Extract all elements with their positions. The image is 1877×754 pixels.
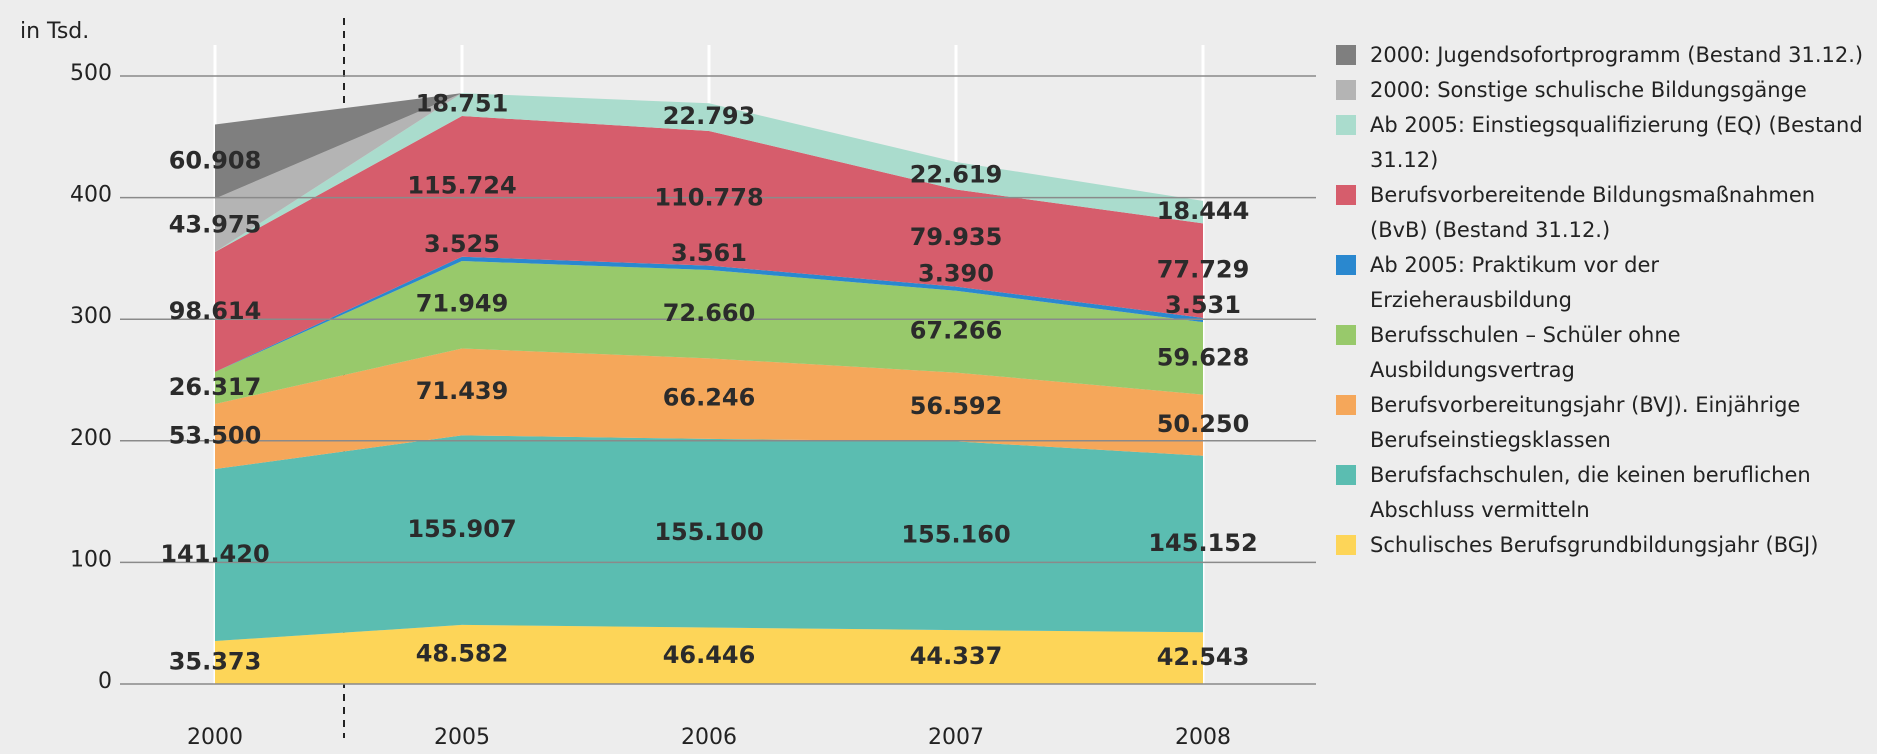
value-label: 71.439: [416, 377, 509, 405]
value-label: 145.152: [1148, 529, 1257, 557]
area: [215, 348, 1203, 470]
value-label: 3.531: [1165, 291, 1241, 319]
value-label: 43.975: [169, 210, 262, 238]
value-label: 18.444: [1157, 197, 1250, 225]
value-label: 44.337: [910, 642, 1003, 670]
legend-swatch: [1336, 80, 1356, 100]
legend-swatch: [1336, 255, 1356, 275]
area: [215, 435, 1203, 641]
value-label: 71.949: [416, 290, 509, 318]
area: [215, 624, 1203, 684]
y-tick-label: 200: [70, 426, 112, 451]
legend-item: Berufsschulen – Schüler ohne Ausbildungs…: [1336, 318, 1866, 388]
value-label: 46.446: [663, 641, 756, 669]
y-axis-label: in Tsd.: [20, 19, 89, 44]
value-label: 155.160: [901, 521, 1010, 549]
legend-label: 2000: Sonstige schulische Bildungsgänge: [1370, 78, 1807, 102]
value-label: 56.592: [910, 392, 1003, 420]
y-tick-label: 0: [98, 669, 112, 694]
value-label: 53.500: [169, 421, 262, 449]
y-tick-label: 100: [70, 547, 112, 572]
areas: [215, 93, 1203, 684]
legend-label: Schulisches Berufsgrundbildungsjahr (BGJ…: [1370, 533, 1819, 557]
value-label: 155.100: [654, 518, 763, 546]
x-tick-label: 2007: [928, 725, 984, 750]
y-tick-label: 400: [70, 183, 112, 208]
legend-item: Berufsvorbereitungsjahr (BVJ). Einjährig…: [1336, 388, 1866, 458]
legend-item: Schulisches Berufsgrundbildungsjahr (BGJ…: [1336, 528, 1866, 563]
value-label: 72.660: [663, 299, 756, 327]
value-label: 60.908: [169, 147, 262, 175]
value-label: 18.751: [416, 90, 509, 118]
value-label: 98.614: [169, 297, 262, 325]
value-label: 35.373: [169, 647, 262, 675]
legend-label: Ab 2005: Praktikum vor der Erzieherausbi…: [1370, 253, 1660, 312]
legend-item: Ab 2005: Einstiegsqualifizierung (EQ) (B…: [1336, 108, 1866, 178]
x-tick-label: 2008: [1175, 725, 1231, 750]
value-label: 22.793: [663, 102, 756, 130]
legend-item: Ab 2005: Praktikum vor der Erzieherausbi…: [1336, 248, 1866, 318]
value-label: 115.724: [407, 171, 516, 199]
value-label: 110.778: [654, 183, 763, 211]
value-label: 67.266: [910, 317, 1003, 345]
legend-label: Ab 2005: Einstiegsqualifizierung (EQ) (B…: [1370, 113, 1863, 172]
area: [215, 93, 1203, 253]
value-label: 22.619: [910, 161, 1003, 189]
value-label: 66.246: [663, 384, 756, 412]
legend-swatch: [1336, 45, 1356, 65]
value-label: 155.907: [407, 515, 516, 543]
legend-swatch: [1336, 535, 1356, 555]
y-tick-label: 300: [70, 304, 112, 329]
area: [215, 115, 1203, 372]
value-label: 79.935: [910, 223, 1003, 251]
y-tick-label: 500: [70, 61, 112, 86]
area: [215, 260, 1203, 404]
legend-label: Berufsfachschulen, die keinen berufliche…: [1370, 463, 1811, 522]
legend-item: Berufsfachschulen, die keinen berufliche…: [1336, 458, 1866, 528]
legend-swatch: [1336, 395, 1356, 415]
legend-label: Berufsvorbereitende Bildungsmaßnahmen (B…: [1370, 183, 1816, 242]
x-tick-label: 2005: [434, 725, 490, 750]
value-label: 26.317: [169, 373, 262, 401]
value-label: 141.420: [160, 540, 269, 568]
legend-item: Berufsvorbereitende Bildungsmaßnahmen (B…: [1336, 178, 1866, 248]
value-label: 3.561: [671, 239, 747, 267]
value-label: 42.543: [1157, 643, 1250, 671]
value-label: 50.250: [1157, 410, 1250, 438]
legend-item: 2000: Jugendsofortprogramm (Bestand 31.1…: [1336, 38, 1866, 73]
value-label: 3.525: [424, 230, 500, 258]
x-tick-label: 2000: [187, 725, 243, 750]
legend-label: Berufsvorbereitungsjahr (BVJ). Einjährig…: [1370, 393, 1801, 452]
legend: 2000: Jugendsofortprogramm (Bestand 31.1…: [1336, 38, 1866, 563]
legend-swatch: [1336, 465, 1356, 485]
legend-swatch: [1336, 185, 1356, 205]
value-label: 59.628: [1157, 343, 1250, 371]
value-label: 3.390: [918, 260, 994, 288]
x-tick-label: 2006: [681, 725, 737, 750]
legend-item: 2000: Sonstige schulische Bildungsgänge: [1336, 73, 1866, 108]
legend-swatch: [1336, 325, 1356, 345]
legend-label: Berufsschulen – Schüler ohne Ausbildungs…: [1370, 323, 1681, 382]
value-label: 48.582: [416, 639, 509, 667]
legend-label: 2000: Jugendsofortprogramm (Bestand 31.1…: [1370, 43, 1864, 67]
legend-swatch: [1336, 115, 1356, 135]
value-label: 77.729: [1157, 256, 1250, 284]
